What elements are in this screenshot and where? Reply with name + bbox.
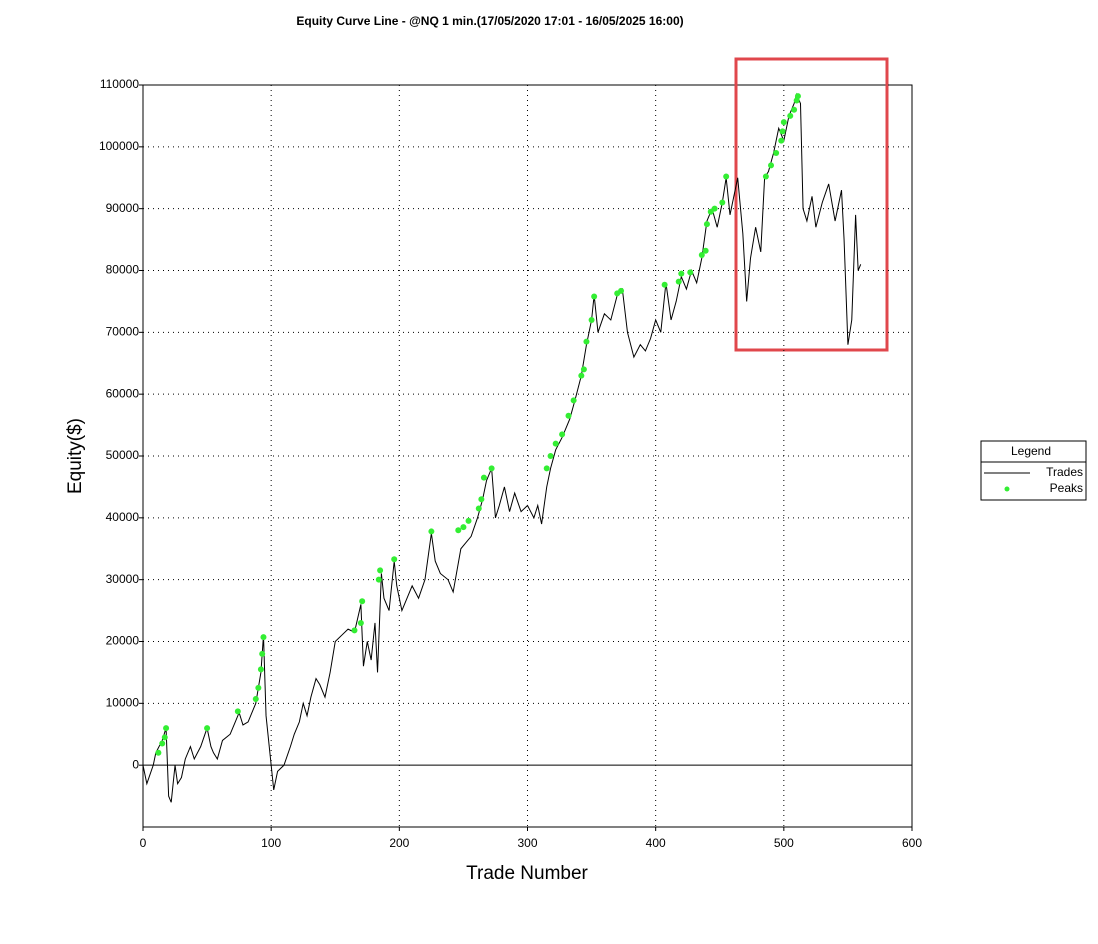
- peak-point: [703, 221, 710, 228]
- x-tick-label: 500: [774, 836, 794, 850]
- peak-point: [377, 567, 384, 574]
- peak-point: [794, 93, 801, 100]
- peak-point: [543, 465, 550, 472]
- x-axis-label: Trade Number: [466, 863, 588, 884]
- peak-point: [255, 684, 262, 691]
- peak-point: [359, 598, 366, 605]
- peak-point: [711, 205, 718, 212]
- y-tick-label: 40000: [106, 510, 140, 524]
- legend-box: [980, 440, 1087, 501]
- peak-point: [787, 112, 794, 119]
- peak-point: [661, 281, 668, 288]
- peak-point: [588, 316, 595, 323]
- peak-point: [234, 708, 241, 715]
- x-tick-label: 200: [389, 836, 409, 850]
- peak-point: [375, 576, 382, 583]
- peak-point: [428, 528, 435, 535]
- y-axis-label: Equity($): [65, 418, 86, 494]
- y-tick-label: 100000: [99, 139, 139, 153]
- peak-point: [618, 287, 625, 294]
- legend-dot-swatch: [1004, 486, 1010, 492]
- peak-point: [723, 173, 730, 180]
- peak-point: [702, 247, 709, 254]
- peak-point: [391, 556, 398, 563]
- peak-point: [570, 397, 577, 404]
- x-tick-label: 300: [517, 836, 537, 850]
- peak-point: [161, 734, 168, 741]
- peak-point: [552, 440, 559, 447]
- peak-point: [252, 696, 259, 703]
- x-tick-label: 400: [646, 836, 666, 850]
- legend-label: Peaks: [1050, 481, 1083, 495]
- peak-point: [565, 412, 572, 419]
- x-tick-label: 100: [261, 836, 281, 850]
- x-tick-label: 0: [140, 836, 147, 850]
- peak-point: [357, 619, 364, 626]
- chart-title: Equity Curve Line - @NQ 1 min.(17/05/202…: [296, 14, 683, 28]
- y-tick-label: 10000: [106, 696, 140, 710]
- peak-point: [762, 173, 769, 180]
- peak-point: [583, 338, 590, 345]
- peak-point: [773, 150, 780, 157]
- peak-point: [478, 496, 485, 503]
- peak-point: [675, 278, 682, 285]
- x-tick-label: 600: [902, 836, 922, 850]
- peak-point: [460, 524, 467, 531]
- peak-point: [778, 137, 785, 144]
- peak-point: [475, 505, 482, 512]
- peak-point: [547, 453, 554, 459]
- y-tick-label: 80000: [106, 263, 140, 277]
- peak-point: [779, 128, 786, 135]
- highlight-box: [734, 57, 889, 352]
- peak-point: [678, 270, 685, 277]
- peak-point: [791, 106, 798, 113]
- y-tick-label: 50000: [106, 448, 140, 462]
- peak-point: [698, 252, 705, 259]
- y-tick-label: 70000: [106, 325, 140, 339]
- peak-point: [159, 740, 166, 747]
- equity-line: [142, 92, 862, 803]
- y-tick-label: 0: [132, 757, 139, 771]
- y-tick-label: 90000: [106, 201, 140, 215]
- legend-title: Legend: [1011, 444, 1051, 458]
- peak-point: [488, 465, 495, 472]
- peak-point: [559, 431, 566, 438]
- y-tick-label: 20000: [106, 634, 140, 648]
- peak-point: [578, 372, 585, 379]
- peak-point: [687, 269, 694, 276]
- y-tick-label: 60000: [106, 386, 140, 400]
- peak-point: [257, 666, 264, 673]
- peak-point: [768, 162, 775, 169]
- y-tick-label: 30000: [106, 572, 140, 586]
- peak-point: [260, 634, 267, 641]
- peak-point: [780, 119, 787, 126]
- peak-point: [719, 199, 726, 206]
- peak-point: [259, 650, 266, 657]
- peak-point: [465, 517, 472, 524]
- peak-point: [480, 474, 487, 481]
- y-tick-label: 110000: [100, 77, 139, 91]
- peak-point: [580, 366, 587, 373]
- peak-point: [155, 749, 162, 756]
- peak-point: [204, 725, 211, 732]
- peak-point: [455, 527, 462, 534]
- peak-point: [591, 293, 598, 300]
- peak-point: [351, 627, 358, 634]
- peak-point: [163, 725, 170, 732]
- legend-label: Trades: [1046, 465, 1083, 479]
